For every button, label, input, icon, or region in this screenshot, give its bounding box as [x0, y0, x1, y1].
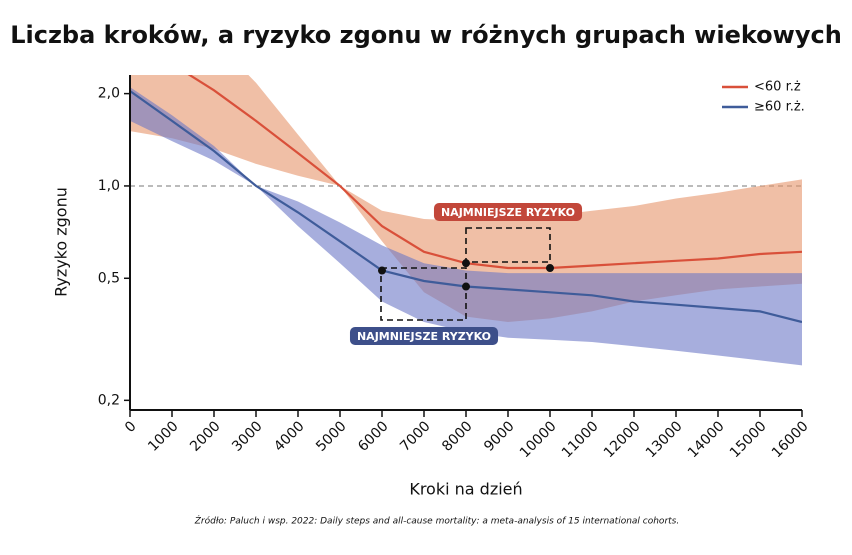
x-tick-label: 7000 — [397, 418, 434, 455]
x-tick-label: 2000 — [187, 418, 224, 455]
x-tick-label: 9000 — [481, 418, 518, 455]
x-tick-label: 16000 — [769, 418, 812, 461]
highlight-dot — [462, 282, 470, 291]
chart-title: Liczba kroków, a ryzyko zgonu w różnych … — [10, 21, 842, 49]
y-axis-label: Ryzyko zgonu — [52, 187, 71, 297]
highlight-dot — [378, 266, 386, 275]
x-tick-label: 11000 — [559, 418, 602, 461]
x-tick-label: 10000 — [517, 418, 560, 461]
highlight-dot — [462, 259, 470, 268]
x-tick-label: 0 — [122, 418, 140, 436]
confidence-band — [130, 75, 802, 322]
x-tick-label: 1000 — [145, 418, 182, 455]
legend-label: ≥60 r.ż. — [754, 100, 805, 115]
y-tick-label: 0,5 — [98, 270, 120, 286]
y-tick-label: 0,2 — [98, 392, 120, 408]
x-tick-label: 14000 — [685, 418, 728, 461]
highlight-dot — [546, 264, 554, 273]
source-note: Źródło: Paluch i wsp. 2022: Daily steps … — [194, 515, 679, 527]
x-tick-label: 4000 — [271, 418, 308, 455]
x-tick-label: 12000 — [601, 418, 644, 461]
confidence-band — [130, 87, 802, 366]
annotation-label: NAJMNIEJSZE RYZYKO — [441, 206, 575, 219]
x-axis-label: Kroki na dzień — [409, 480, 522, 499]
legend-label: <60 r.ż — [754, 80, 801, 95]
x-tick-label: 8000 — [439, 418, 476, 455]
y-tick-label: 1,0 — [98, 178, 120, 194]
highlight-box — [465, 227, 551, 263]
x-tick-label: 13000 — [643, 418, 686, 461]
annotation-pill — [349, 327, 499, 345]
annotation-pill — [433, 203, 583, 221]
x-tick-label: 6000 — [355, 418, 392, 455]
x-tick-label: 3000 — [229, 418, 266, 455]
highlight-box — [380, 267, 467, 321]
y-tick-label: 2,0 — [98, 86, 120, 102]
x-tick-label: 15000 — [727, 418, 770, 461]
annotation-label: NAJMNIEJSZE RYZYKO — [357, 330, 491, 343]
x-tick-label: 5000 — [313, 418, 350, 455]
